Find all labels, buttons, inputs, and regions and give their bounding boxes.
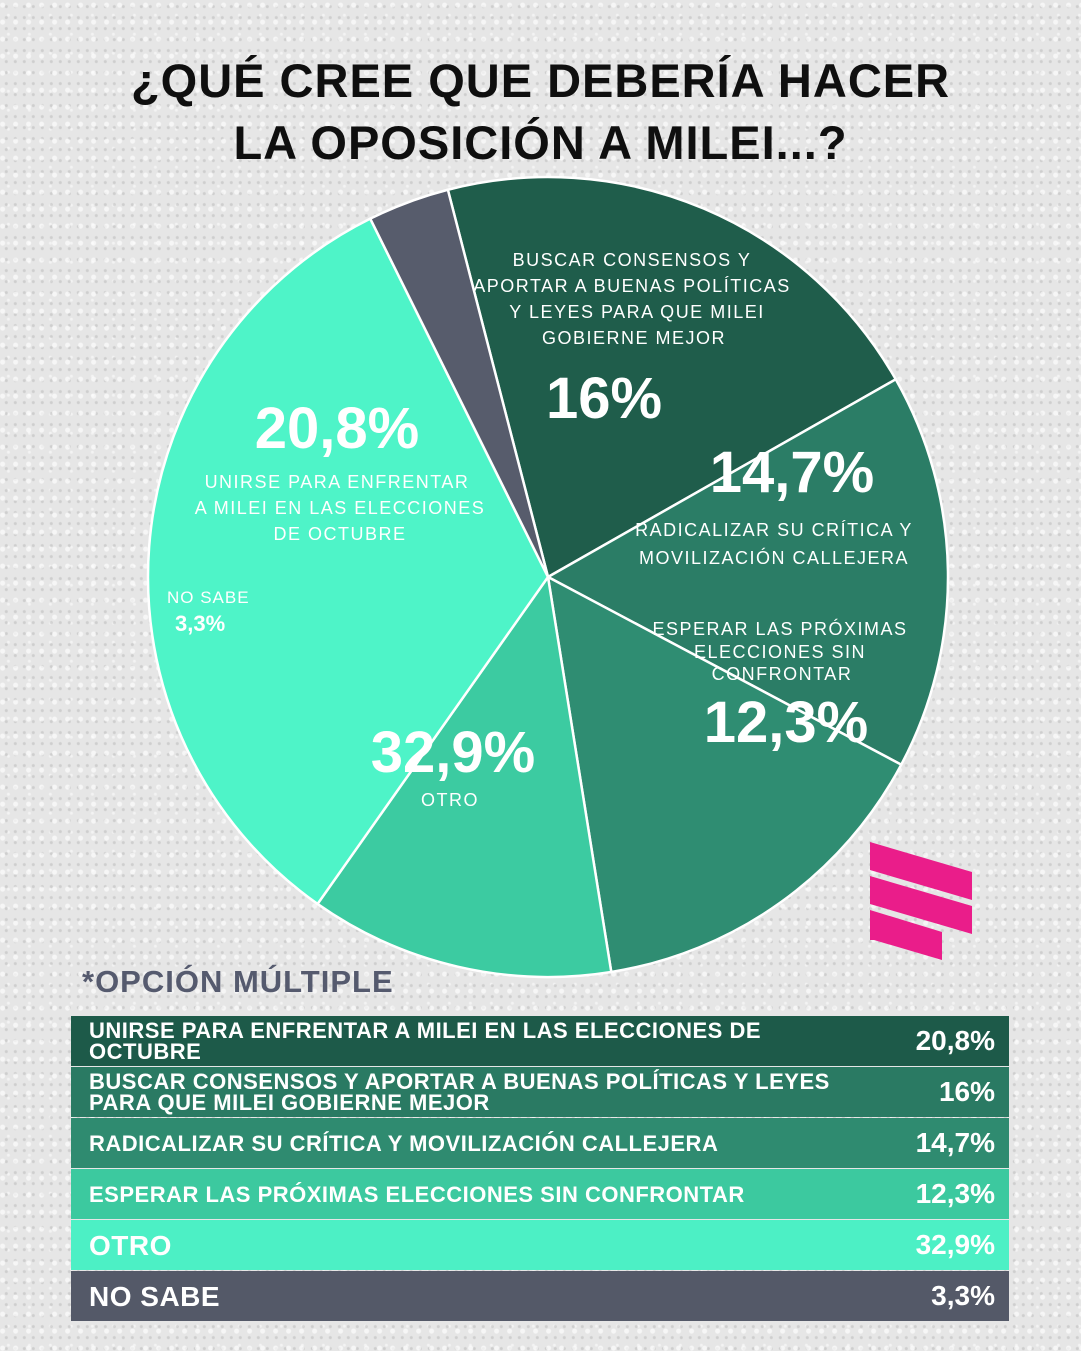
results-table: UNIRSE PARA ENFRENTAR A MILEI EN LAS ELE… — [71, 1016, 1009, 1322]
table-row: NO SABE 3,3% — [71, 1271, 1009, 1321]
table-row-value: 16% — [938, 1076, 995, 1107]
slice-value-1: 16% — [546, 366, 662, 431]
pie-labels: 20,8% UNIRSE PARA ENFRENTAR A MILEI EN L… — [167, 250, 913, 810]
logo-bar-1 — [870, 842, 972, 900]
slice-label-3-line-0: ESPERAR LAS PRÓXIMAS — [652, 618, 907, 639]
multiple-choice-note: *OPCIÓN MÚLTIPLE — [82, 964, 394, 999]
slice-label-0-line-0: UNIRSE PARA ENFRENTAR — [205, 472, 470, 492]
pie-slice-1 — [546, 378, 950, 766]
chart-title-line-1: ¿QUÉ CREE QUE DEBERÍA HACER — [130, 54, 951, 107]
slice-value-4: 32,9% — [371, 720, 535, 785]
logo-bar-2 — [870, 876, 972, 934]
table-row-label: NO SABE — [89, 1280, 221, 1312]
slice-value-2: 14,7% — [710, 440, 874, 505]
table-row-label: ESPERAR LAS PRÓXIMAS ELECCIONES SIN CONF… — [89, 1181, 745, 1207]
slice-label-3-line-1: ELECCIONES SIN — [694, 642, 866, 662]
pie-slice-2 — [546, 575, 903, 974]
slice-label-0-line-2: DE OCTUBRE — [273, 524, 406, 544]
pie-slice-3 — [316, 575, 613, 979]
slice-label-2-line-1: MOVILIZACIÓN CALLEJERA — [639, 547, 909, 568]
slice-value-3: 12,3% — [704, 690, 868, 755]
table-row: RADICALIZAR SU CRÍTICA Y MOVILIZACIÓN CA… — [71, 1118, 1009, 1168]
table-row-label: RADICALIZAR SU CRÍTICA Y MOVILIZACIÓN CA… — [89, 1130, 719, 1156]
slice-value-5: 3,3% — [175, 611, 225, 636]
slice-value-0: 20,8% — [255, 396, 419, 461]
table-row-label: UNIRSE PARA ENFRENTAR A MILEI EN LAS ELE… — [89, 1018, 762, 1064]
slice-label-1-line-2: Y LEYES PARA QUE MILEI — [509, 302, 764, 322]
table-row-value: 20,8% — [915, 1025, 995, 1056]
slice-label-0-line-1: A MILEI EN LAS ELECCIONES — [195, 498, 486, 518]
chart-title-line-2: LA OPOSICIÓN A MILEI...? — [233, 116, 848, 169]
table-row-label: BUSCAR CONSENSOS Y APORTAR A BUENAS POLÍ… — [89, 1069, 830, 1115]
logo-bar-3 — [870, 910, 942, 960]
pie-slices — [146, 175, 950, 979]
table-row-value: 12,3% — [915, 1178, 995, 1209]
table-row: UNIRSE PARA ENFRENTAR A MILEI EN LAS ELE… — [71, 1016, 1009, 1066]
pie-slice-4 — [146, 217, 550, 906]
table-row: BUSCAR CONSENSOS Y APORTAR A BUENAS POLÍ… — [71, 1067, 1009, 1117]
chart-title: ¿QUÉ CREE QUE DEBERÍA HACER LA OPOSICIÓN… — [0, 50, 1081, 174]
pie-slice-5 — [369, 188, 550, 579]
brand-logo-icon — [870, 842, 972, 960]
slice-label-4-line-0: OTRO — [421, 790, 479, 810]
slice-label-1-line-0: BUSCAR CONSENSOS Y — [513, 250, 752, 270]
slice-label-1-line-1: APORTAR A BUENAS POLÍTICAS — [473, 276, 790, 296]
slice-label-3-line-2: CONFRONTAR — [712, 664, 853, 684]
table-row-value: 32,9% — [915, 1229, 995, 1260]
slice-label-1-line-3: GOBIERNE MEJOR — [542, 328, 726, 348]
table-row-value: 14,7% — [915, 1127, 995, 1158]
slice-label-5-line-0: NO SABE — [167, 588, 250, 607]
table-row: OTRO 32,9% — [71, 1220, 1009, 1270]
table-row-value: 3,3% — [931, 1280, 995, 1311]
table-row-label: OTRO — [89, 1229, 172, 1261]
table-row: ESPERAR LAS PRÓXIMAS ELECCIONES SIN CONF… — [71, 1169, 1009, 1219]
pie-slice-0 — [446, 175, 897, 579]
slice-label-2-line-0: RADICALIZAR SU CRÍTICA Y — [635, 520, 913, 540]
